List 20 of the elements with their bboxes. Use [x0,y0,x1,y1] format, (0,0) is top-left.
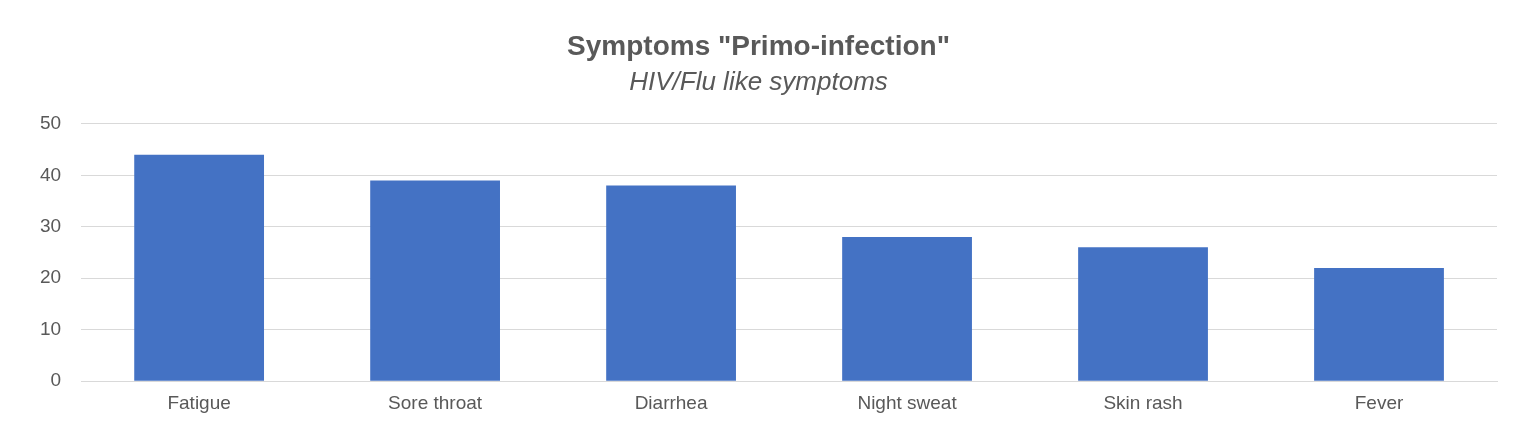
x-tick-label: Night sweat [857,391,958,413]
chart-subtitle: HIV/Flu like symptoms [629,66,888,97]
bar [1078,247,1208,381]
y-tick-label: 40 [39,163,62,185]
y-tick-label: 30 [39,214,62,236]
x-tick-label: Fatigue [167,391,231,413]
x-tick-label: Skin rash [1103,391,1183,413]
chart-title: Symptoms "Primo-infection" [567,29,950,61]
y-tick-label: 0 [50,369,62,391]
bar [842,237,972,381]
x-tick-label: Diarrhea [634,391,708,413]
x-tick-label: Sore throat [388,391,483,413]
y-tick-label: 50 [39,112,62,134]
bar [370,180,500,381]
y-tick-label: 20 [39,266,62,288]
bar [606,185,736,381]
bar [134,154,265,381]
x-tick-label: Fever [1354,391,1404,413]
bar [1314,267,1444,381]
y-tick-label: 10 [39,317,62,339]
